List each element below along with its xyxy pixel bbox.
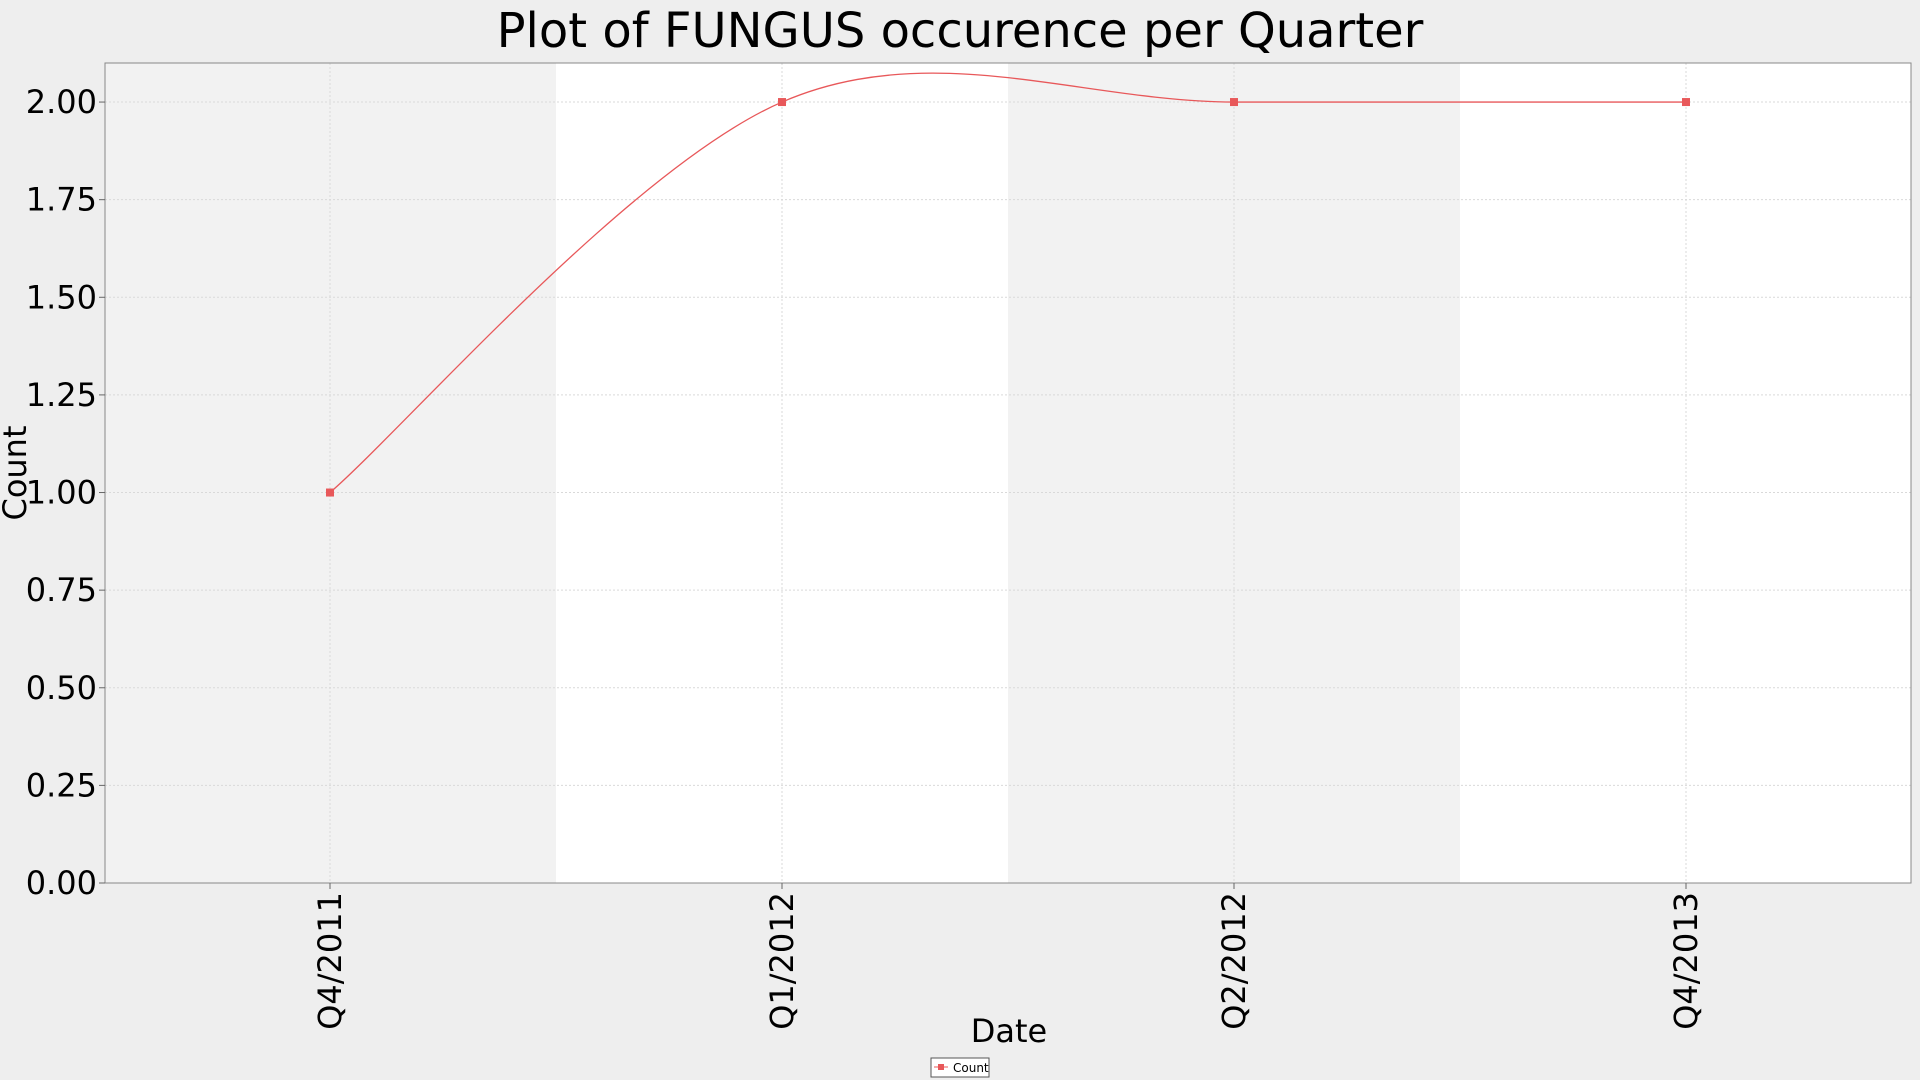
x-tick-label: Q4/2013 <box>1667 892 1705 1030</box>
y-tick-label: 1.50 <box>26 278 97 316</box>
y-tick-label: 0.25 <box>26 766 97 804</box>
series-line <box>329 72 1686 494</box>
y-tick-label: 1.25 <box>26 376 97 414</box>
data-point <box>1682 98 1690 107</box>
x-axis-label: Date <box>971 1012 1047 1050</box>
legend: Count <box>930 1057 990 1078</box>
data-point <box>326 488 334 497</box>
y-tick-label: 1.00 <box>26 474 97 512</box>
x-tick-label: Q4/2011 <box>311 892 349 1030</box>
plot-border <box>104 62 1912 884</box>
chart-title: Plot of FUNGUS occurence per Quarter <box>497 3 1424 59</box>
legend-label: Count <box>953 1061 989 1075</box>
x-tick-label: Q2/2012 <box>1215 892 1253 1030</box>
data-point <box>778 98 786 107</box>
data-point <box>1230 98 1238 107</box>
x-tick-label: Q1/2012 <box>763 892 801 1030</box>
y-tick-label: 0.75 <box>26 571 97 609</box>
y-tick-label: 1.75 <box>26 181 97 219</box>
y-axis-label: Count <box>0 425 34 520</box>
legend-box <box>930 1057 990 1078</box>
y-tick-label: 2.00 <box>26 83 97 121</box>
y-axis: 0.00 0.25 0.50 0.75 1.00 1.25 1.50 1.75 2.00 <box>26 83 105 902</box>
legend-marker <box>938 1064 944 1070</box>
y-tick-label: 0.50 <box>26 669 97 707</box>
y-tick-label: 0.00 <box>26 864 97 902</box>
plot-area <box>104 62 1912 884</box>
x-axis: Q4/2011 Q1/2012 Q2/2012 Q4/2013 <box>311 883 1705 1030</box>
